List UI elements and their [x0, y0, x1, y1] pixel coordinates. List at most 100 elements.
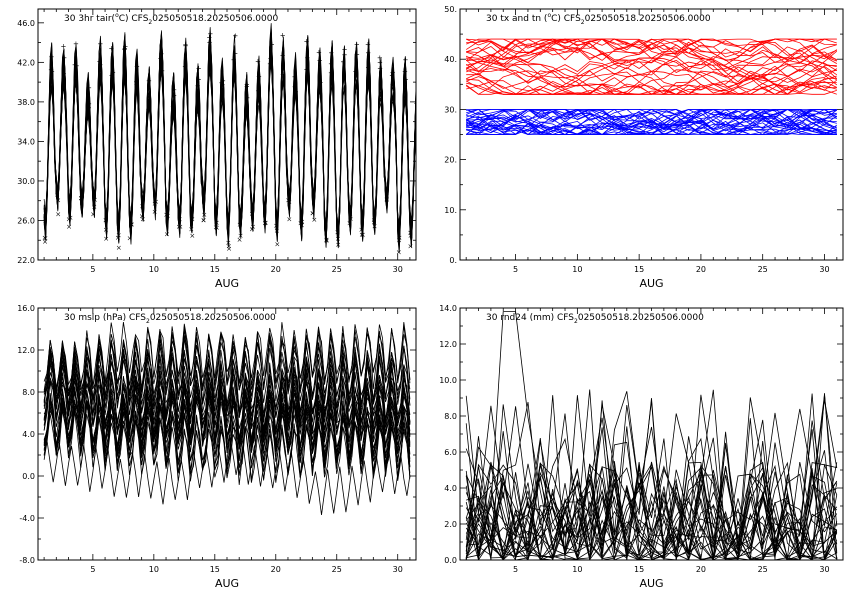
y-tick-label: 0.0	[444, 556, 457, 565]
data-marker: ×	[164, 231, 170, 239]
y-tick-label: 8.0	[444, 412, 457, 421]
title-degree: o	[547, 12, 551, 19]
data-marker: +	[158, 50, 164, 58]
data-marker: ×	[189, 215, 195, 223]
data-marker: ×	[396, 236, 402, 244]
data-marker: +	[244, 83, 250, 91]
data-marker: +	[268, 54, 274, 62]
data-marker: +	[403, 56, 409, 64]
x-tick-label: 20	[696, 565, 706, 574]
data-marker: ×	[103, 216, 109, 224]
data-marker: +	[402, 67, 408, 75]
data-marker: ×	[324, 236, 330, 244]
data-marker: ×	[90, 211, 96, 219]
data-marker: +	[292, 83, 298, 91]
data-marker: ×	[78, 195, 84, 203]
data-marker: ×	[348, 215, 354, 223]
title-degree: o	[115, 12, 119, 19]
chart-title: 30 mslp (hPa) CFS2025050518.20250506.000…	[64, 313, 276, 325]
data-marker: +	[255, 58, 261, 66]
data-marker: +	[122, 45, 128, 53]
series-line-member-27	[465, 418, 838, 560]
data-marker: +	[134, 80, 140, 88]
chart-title: 30 rnd24 (mm) CFS2025050518.20250506.000…	[486, 313, 704, 325]
data-marker: ×	[237, 221, 243, 229]
series-line-tx-25	[466, 50, 838, 92]
series-line-tx-30	[465, 70, 837, 95]
data-marker: ×	[274, 227, 280, 235]
data-marker: +	[232, 32, 238, 40]
data-marker: ×	[396, 248, 402, 256]
x-axis-label: AUG	[639, 577, 663, 590]
data-marker: ×	[250, 223, 256, 231]
y-tick-label: 6.0	[444, 448, 457, 457]
x-tick-label: 25	[758, 265, 768, 274]
data-marker: ×	[42, 234, 48, 242]
series-line-tn-18	[466, 109, 837, 121]
series-line-member-23	[43, 400, 411, 485]
data-marker: +	[415, 90, 421, 98]
series-line-member-17	[465, 441, 838, 560]
series-line-member-25	[43, 368, 411, 464]
data-marker: ×	[225, 239, 231, 247]
data-marker: ×	[129, 220, 135, 228]
series-group	[465, 311, 838, 560]
data-marker: ×	[408, 243, 414, 251]
series-line-member-26	[465, 462, 838, 560]
y-tick-label: 38.0	[17, 98, 35, 107]
series-line-member-27	[43, 322, 411, 413]
data-marker: +	[342, 45, 348, 53]
title-part: 025050518.20250506.0000	[585, 14, 711, 24]
x-tick-label: 5	[90, 565, 95, 574]
data-marker: +	[414, 99, 420, 107]
data-marker: +	[232, 50, 238, 58]
data-marker: ×	[262, 219, 268, 227]
data-marker: ×	[226, 243, 232, 251]
data-marker: +	[61, 54, 67, 62]
data-marker: +	[97, 58, 103, 66]
data-marker: ×	[384, 196, 390, 204]
series-group	[465, 38, 838, 136]
data-marker: +	[293, 88, 299, 96]
y-tick-label: 12.0	[439, 340, 457, 349]
series-line-tn-22	[465, 108, 837, 135]
series-line-member-28	[465, 417, 838, 560]
data-marker: +	[49, 68, 55, 76]
data-marker: +	[256, 73, 262, 81]
x-tick-label: 20	[271, 565, 281, 574]
data-marker: ×	[91, 203, 97, 211]
title-part: C) CFS	[119, 14, 149, 24]
data-marker: +	[146, 106, 152, 114]
data-marker: ×	[116, 231, 122, 239]
data-marker: ×	[165, 212, 171, 220]
series-line-tx-12	[466, 70, 838, 95]
data-marker: +	[48, 53, 54, 61]
y-tick-label: 42.0	[17, 58, 35, 67]
data-marker: +	[196, 65, 202, 73]
data-marker: +	[354, 41, 360, 49]
data-marker: +	[342, 51, 348, 59]
title-part: 025050518.20250506.0000	[150, 313, 276, 323]
data-marker: ×	[299, 222, 305, 230]
data-marker: +	[244, 80, 250, 88]
series-line-tn-30	[466, 109, 837, 135]
data-marker: ×	[55, 211, 61, 219]
data-marker: ×	[213, 224, 219, 232]
data-marker: +	[170, 103, 176, 111]
series-line-member-24	[465, 442, 838, 560]
data-marker: ×	[188, 225, 194, 233]
data-marker: ×	[286, 198, 292, 206]
x-axis-label: AUG	[639, 277, 663, 290]
data-marker: ×	[42, 238, 48, 246]
data-marker: ×	[78, 195, 84, 203]
data-marker: ×	[177, 215, 183, 223]
series-line-tx-26	[466, 38, 837, 61]
title-subscript: 2	[146, 318, 150, 325]
data-marker: ×	[177, 223, 183, 231]
data-marker: +	[328, 69, 334, 77]
data-marker: +	[182, 63, 188, 71]
series-line-tx-21	[466, 38, 838, 79]
y-tick-label: 0.0	[22, 472, 35, 481]
data-marker: ×	[359, 231, 365, 239]
